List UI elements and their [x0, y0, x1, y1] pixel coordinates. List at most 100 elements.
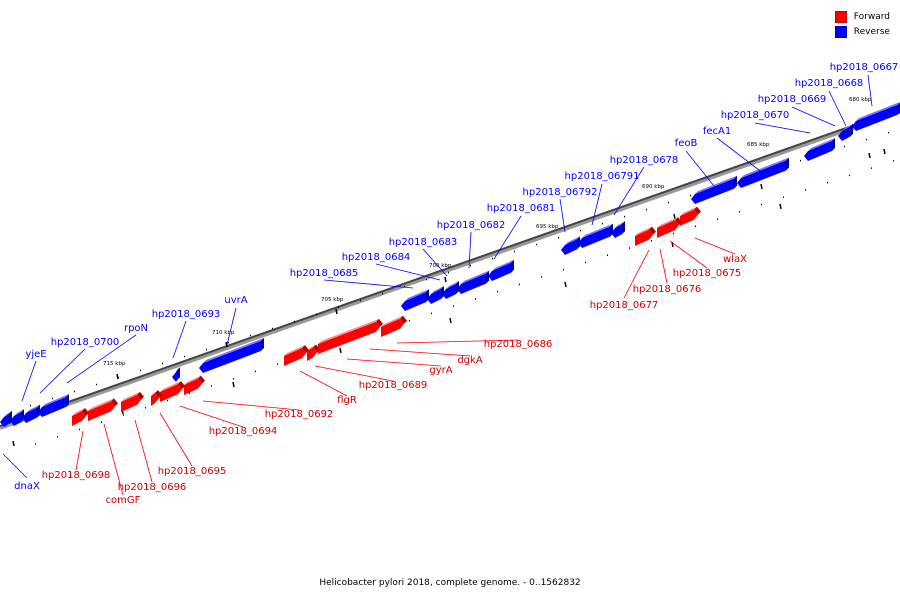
gene-label-reverse: feoB [675, 138, 698, 149]
minor-tick-lower [541, 276, 542, 278]
minor-tick-upper [316, 313, 317, 316]
legend-item-reverse: Reverse [834, 24, 890, 39]
gene-label-reverse: yjeE [25, 349, 46, 360]
reverse-gene-block-0 [852, 102, 900, 131]
minor-tick-upper [492, 257, 493, 260]
legend-forward-label: Forward [853, 11, 890, 22]
minor-tick-lower [57, 436, 58, 438]
major-tick-upper-3 [444, 276, 447, 283]
minor-tick-upper [624, 215, 625, 218]
minor-tick-upper [52, 397, 53, 400]
minor-tick-lower [497, 290, 498, 293]
major-tick-upper-7 [868, 152, 871, 159]
tick-label: 695 kbp [536, 224, 559, 230]
tick-label: 705 kbp [321, 297, 344, 303]
minor-tick-lower [739, 210, 740, 213]
minor-tick-lower [651, 240, 652, 242]
forward-gene-block-5 [307, 344, 320, 361]
reverse-gene-block-12 [401, 289, 429, 311]
reverse-gene-block-5 [611, 221, 625, 238]
reverse-gene-block-6 [578, 223, 613, 248]
gene-label-reverse: hp2018_0684 [342, 252, 411, 263]
minor-tick-lower [717, 218, 718, 220]
minor-tick-lower [871, 167, 872, 169]
minor-tick-lower [277, 363, 278, 365]
minor-tick-upper [602, 222, 603, 225]
minor-tick-upper [668, 201, 669, 204]
minor-tick-lower [79, 428, 80, 431]
gene-label-forward: hp2018_0686 [484, 339, 553, 350]
reverse-gene-block-2 [804, 138, 835, 161]
gene-label-forward: hp2018_0675 [673, 268, 742, 279]
gene-label-forward: hp2018_0677 [590, 300, 659, 311]
minor-tick-lower [805, 189, 806, 191]
tick-label: 715 kbp [103, 361, 126, 367]
major-tick-upper-0 [116, 373, 119, 380]
minor-tick-lower [35, 443, 36, 445]
leader-line [828, 90, 847, 127]
reverse-gene-block-3 [737, 157, 789, 188]
leader-line [314, 365, 394, 382]
gene-label-reverse: hp2018_0683 [389, 237, 458, 248]
minor-tick-lower [145, 407, 146, 409]
gene-block-layer [0, 102, 900, 427]
gene-label-reverse: hp2018_06792 [523, 187, 598, 198]
minor-tick-lower [695, 225, 696, 227]
minor-tick-upper [30, 404, 31, 407]
gene-label-reverse: hp2018_0693 [152, 309, 221, 320]
minor-tick-lower [431, 312, 432, 315]
minor-tick-upper [646, 208, 647, 211]
leader-line [375, 263, 441, 281]
major-tick-upper-6 [760, 183, 763, 190]
leader-line [202, 400, 300, 411]
leader-line [685, 150, 715, 187]
tick-label: 690 kbp [642, 184, 665, 190]
gene-label-reverse: hp2018_0682 [437, 220, 506, 231]
leader-line-layer [2, 74, 873, 496]
gene-label-reverse: hp2018_0669 [758, 94, 827, 105]
leader-line [422, 248, 448, 277]
major-tick-upper-2 [335, 308, 338, 315]
minor-tick-upper [382, 292, 383, 295]
leader-line [468, 231, 472, 269]
forward-gene-block-10 [121, 391, 144, 412]
forward-gene-block-2 [635, 226, 656, 246]
minor-tick-upper [580, 229, 581, 232]
leader-line [323, 279, 414, 289]
minor-tick-upper [888, 131, 889, 134]
minor-tick-upper [404, 285, 405, 288]
minor-tick-lower [629, 247, 630, 249]
gene-label-forward: hp2018_0689 [359, 380, 428, 391]
reverse-gene-block-11 [427, 286, 444, 304]
minor-tick-lower [761, 203, 762, 206]
major-tick-lower-4 [449, 317, 452, 324]
minor-tick-upper [338, 306, 339, 309]
minor-tick-upper [184, 355, 185, 358]
gene-label-forward: comGF [106, 495, 141, 506]
minor-tick-lower [563, 269, 564, 271]
tick-label: 710 kbp [212, 330, 235, 336]
minor-tick-upper [514, 250, 515, 253]
leader-line [179, 405, 244, 428]
minor-tick-lower [211, 385, 212, 387]
major-tick-lower-3 [339, 347, 342, 354]
gene-label-forward: hp2018_0676 [633, 284, 702, 295]
minor-tick-lower [893, 160, 894, 162]
minor-tick-lower [189, 392, 190, 394]
backbone-shadow [0, 109, 900, 430]
leader-line [226, 307, 237, 346]
reverse-gene-block-1 [838, 123, 853, 141]
gene-label-reverse: hp2018_0681 [487, 203, 556, 214]
forward-gene-block-1 [657, 217, 682, 238]
reverse-gene-block-14 [172, 367, 180, 382]
forward-swatch-icon [834, 10, 847, 23]
minor-tick-upper [470, 264, 471, 267]
gene-label-forward: hp2018_0696 [118, 482, 187, 493]
major-tick-lower-2 [232, 381, 235, 388]
minor-tick-upper [294, 320, 295, 323]
leader-line [791, 106, 836, 127]
forward-gene-block-11 [88, 398, 118, 421]
legend: Forward Reverse [834, 9, 890, 39]
